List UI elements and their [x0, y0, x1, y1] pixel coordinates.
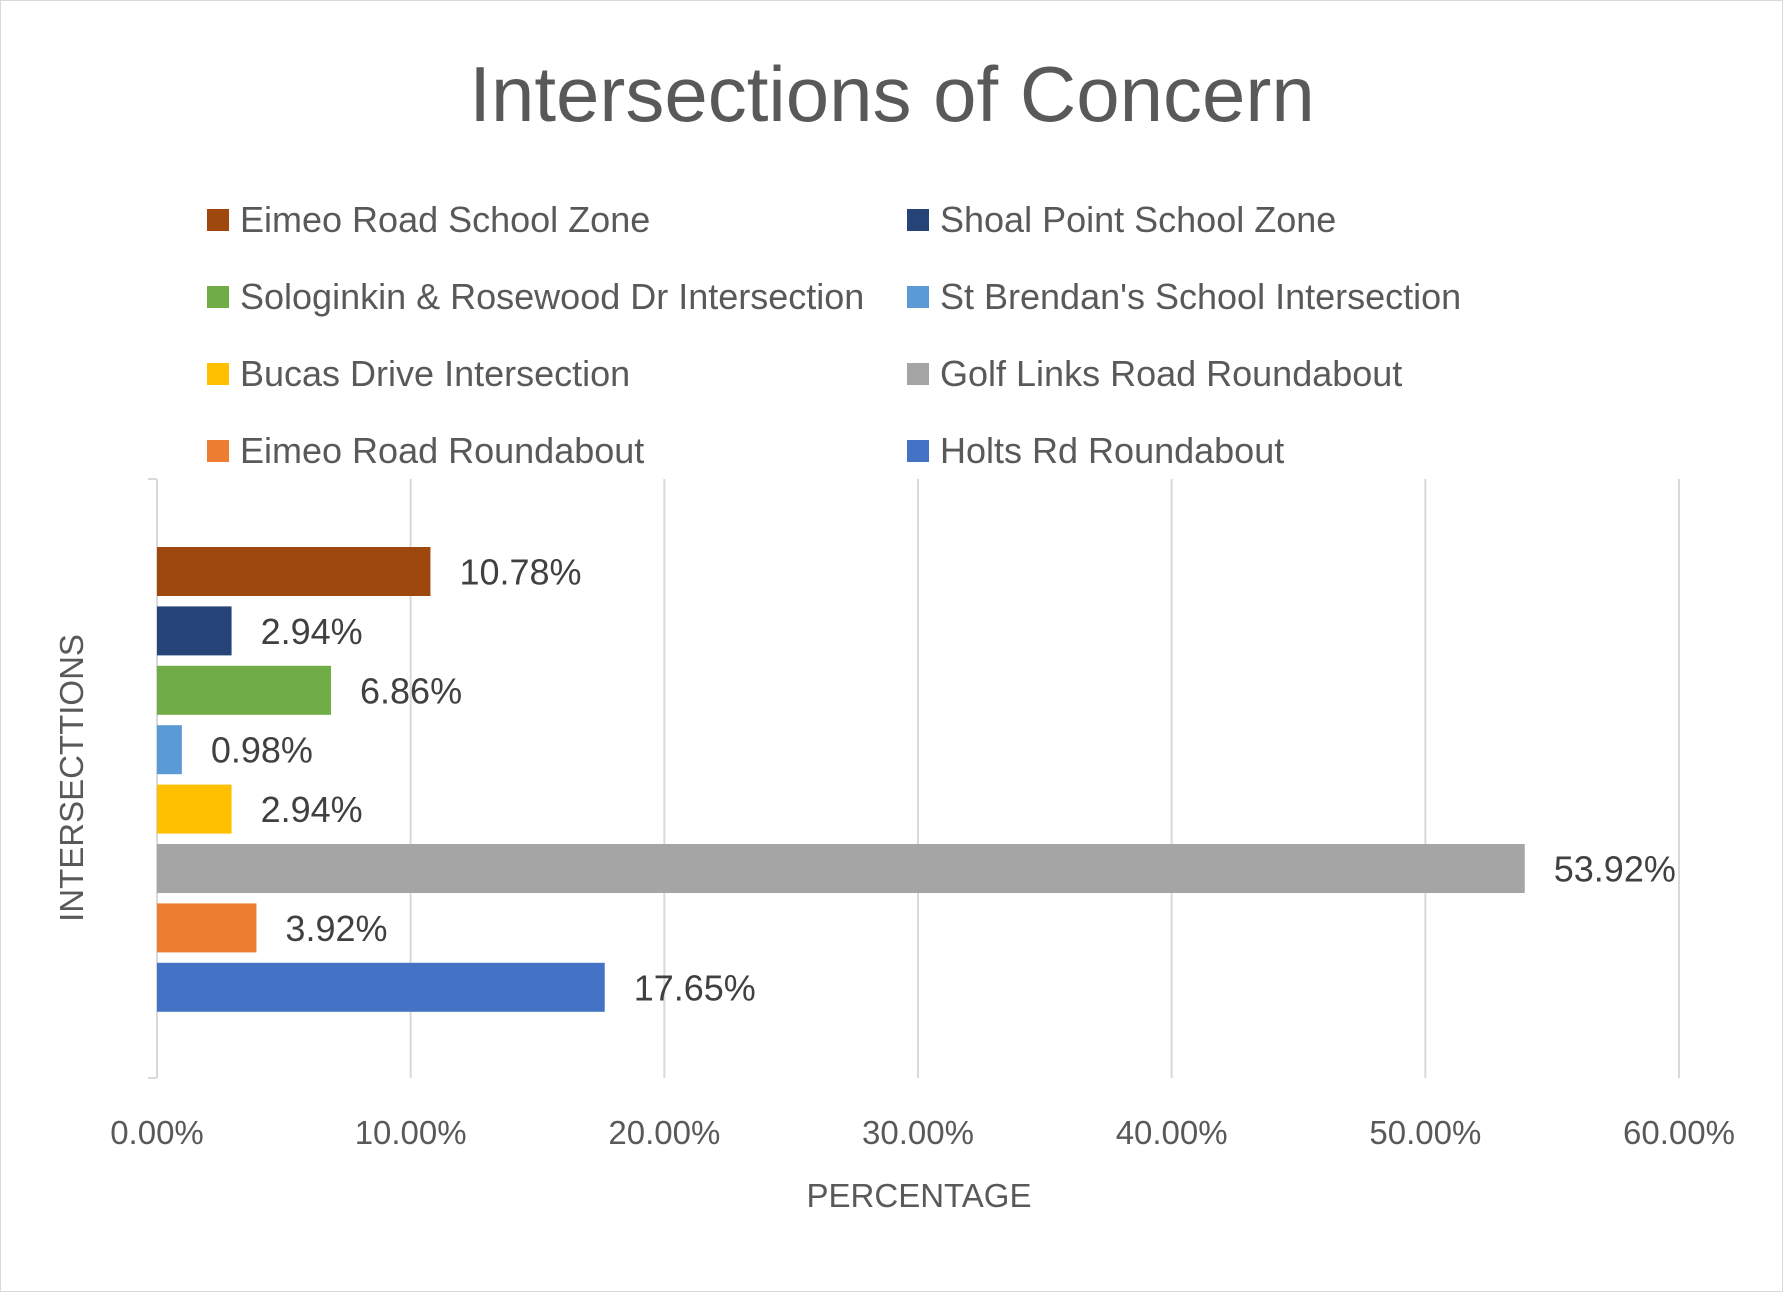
legend-item: Eimeo Road School Zone: [207, 199, 650, 240]
legend-item: Holts Rd Roundabout: [907, 430, 1284, 471]
legend-item: St Brendan's School Intersection: [907, 276, 1461, 317]
legend-swatch: [207, 209, 229, 231]
y-axis: [148, 478, 158, 1079]
x-tick-label: 20.00%: [608, 1114, 720, 1151]
bar: [157, 606, 232, 656]
legend-swatch: [907, 440, 929, 462]
x-tick-label: 30.00%: [862, 1114, 974, 1151]
legend-swatch: [207, 363, 229, 385]
data-label: 10.78%: [459, 552, 581, 593]
data-label: 2.94%: [261, 789, 363, 830]
legend-item: Sologinkin & Rosewood Dr Intersection: [207, 276, 864, 317]
x-tick-label: 0.00%: [110, 1114, 204, 1151]
legend-swatch: [207, 440, 229, 462]
data-label: 3.92%: [285, 908, 387, 949]
data-label: 53.92%: [1554, 849, 1676, 890]
chart-title: Intersections of Concern: [469, 50, 1314, 138]
y-axis-title: INTERSECTTIONS: [53, 634, 90, 922]
legend-label: Holts Rd Roundabout: [940, 430, 1284, 471]
legend-label: Eimeo Road School Zone: [240, 199, 650, 240]
data-label: 6.86%: [360, 670, 462, 711]
legend-label: St Brendan's School Intersection: [940, 276, 1461, 317]
legend-item: Bucas Drive Intersection: [207, 353, 630, 394]
legend-swatch: [907, 286, 929, 308]
x-axis-ticks: 0.00% 10.00% 20.00% 30.00% 40.00% 50.00% 60.00…: [110, 1114, 1735, 1151]
bar: [157, 547, 431, 596]
x-axis-title: PERCENTAGE: [807, 1177, 1032, 1214]
x-tick-label: 60.00%: [1623, 1114, 1735, 1151]
bar: [157, 903, 257, 953]
x-tick-label: 50.00%: [1369, 1114, 1481, 1151]
legend-swatch: [907, 363, 929, 385]
legend-label: Bucas Drive Intersection: [240, 353, 630, 394]
legend-label: Eimeo Road Roundabout: [240, 430, 644, 471]
legend-label: Golf Links Road Roundabout: [940, 353, 1402, 394]
data-label: 2.94%: [261, 611, 363, 652]
legend-item: Golf Links Road Roundabout: [907, 353, 1402, 394]
legend: Eimeo Road School Zone Shoal Point School…: [207, 199, 1461, 471]
legend-swatch: [207, 286, 229, 308]
legend-label: Shoal Point School Zone: [940, 199, 1336, 240]
legend-swatch: [907, 209, 929, 231]
bar: [157, 725, 182, 775]
x-tick-label: 10.00%: [355, 1114, 467, 1151]
legend-item: Eimeo Road Roundabout: [207, 430, 644, 471]
bar: [157, 784, 232, 834]
x-tick-label: 40.00%: [1116, 1114, 1228, 1151]
data-label: 17.65%: [634, 967, 756, 1008]
bars: [157, 547, 1525, 1012]
bar: [157, 665, 332, 715]
bar: [157, 844, 1525, 893]
data-label: 0.98%: [211, 730, 313, 771]
bar: [157, 962, 605, 1012]
data-labels: 10.78% 2.94% 6.86% 0.98% 2.94% 53.92% 3.92% 17.…: [211, 552, 1676, 1009]
legend-label: Sologinkin & Rosewood Dr Intersection: [240, 276, 864, 317]
legend-item: Shoal Point School Zone: [907, 199, 1336, 240]
